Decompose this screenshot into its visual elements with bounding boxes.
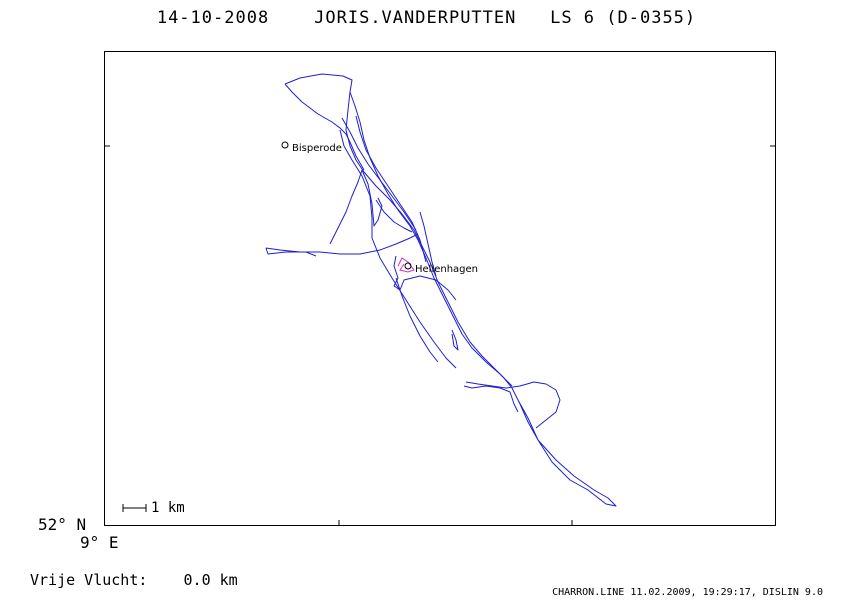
track-segment: [329, 169, 363, 245]
task-trace: [397, 257, 415, 273]
scale-bar: [122, 504, 147, 512]
track-segment: [395, 277, 439, 363]
track-segment: [361, 169, 383, 227]
track-segment: [265, 247, 317, 257]
free-flight-value: 0.0 km: [183, 571, 238, 589]
free-flight-label: Vrije Vlucht:: [30, 571, 148, 589]
track-segment: [393, 255, 457, 301]
track-segment: [284, 83, 365, 171]
track-segment: [463, 385, 519, 413]
track-segment: [355, 115, 427, 263]
waypoint-hellenhagen-marker: [404, 262, 412, 270]
origin-longitude: 9° E: [80, 533, 119, 552]
pilot-name: JORIS.VANDERPUTTEN: [314, 8, 517, 28]
waypoint-bisperode-marker: [281, 141, 289, 149]
track-segment: [349, 91, 513, 387]
track-segment: [465, 381, 561, 429]
flight-title: 14-10-2008 JORIS.VANDERPUTTEN LS 6 (D-03…: [0, 8, 853, 28]
track-segment: [341, 117, 417, 231]
origin-latitude: 52° N: [38, 515, 87, 534]
track-segment: [265, 233, 419, 255]
track-segment: [339, 129, 457, 369]
track-segment: [419, 211, 437, 277]
track-segment: [451, 329, 459, 351]
waypoint-bisperode-label: Bisperode: [292, 143, 342, 154]
flight-track: [265, 73, 617, 507]
free-flight-distance: Vrije Vlucht: 0.0 km: [30, 571, 238, 589]
track-segment: [375, 199, 413, 233]
generator-info: CHARRON.LINE 11.02.2009, 19:29:17, DISLI…: [552, 587, 823, 598]
frame-ticks: [104, 145, 776, 526]
flight-date: 14-10-2008: [156, 8, 270, 28]
map-frame: [104, 51, 776, 526]
scale-bar-label: 1 km: [151, 500, 185, 516]
glider-type: LS 6 (D-0355): [550, 8, 697, 28]
waypoint-hellenhagen-label: Hellenhagen: [415, 264, 479, 275]
track-segment: [284, 73, 617, 507]
